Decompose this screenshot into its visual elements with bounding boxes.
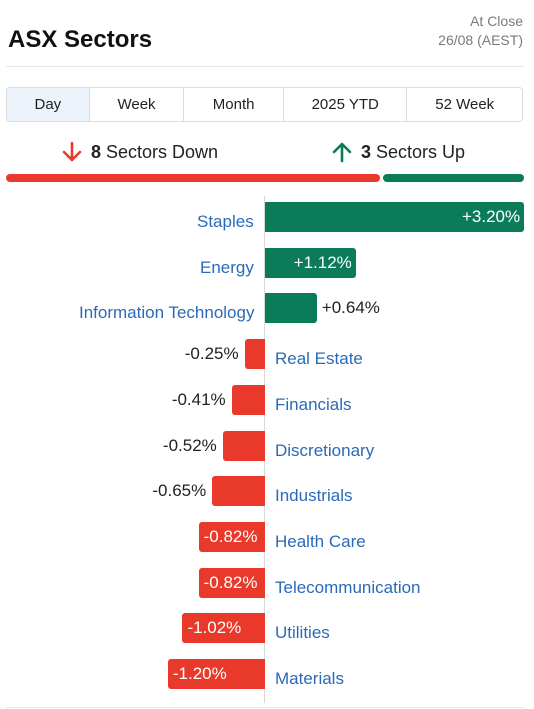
arrow-up-icon — [332, 141, 352, 163]
period-tabs: Day Week Month 2025 YTD 52 Week — [6, 87, 523, 122]
bar — [265, 247, 356, 278]
bar — [244, 339, 265, 370]
tab-week[interactable]: Week — [89, 88, 185, 121]
bar — [231, 384, 265, 415]
sector-link[interactable]: Industrials — [275, 486, 353, 506]
value-label: -0.25% — [184, 344, 239, 364]
sector-link[interactable]: Utilities — [275, 623, 330, 643]
market-status: At Close 26/08 (AEST) — [438, 12, 523, 50]
value-label: +1.12% — [293, 252, 352, 272]
sectors-down-label: Sectors Down — [106, 141, 219, 162]
header-divider — [6, 66, 524, 67]
sectors-down-count: 8 — [91, 141, 102, 162]
sectors-up-count: 3 — [361, 141, 372, 162]
status-date: 26/08 (AEST) — [438, 32, 523, 48]
value-label: -0.82% — [203, 526, 258, 546]
sector-link[interactable]: Information Technology — [79, 303, 255, 323]
status-line-1: At Close — [470, 13, 523, 29]
value-label: -1.02% — [187, 618, 242, 638]
sector-link[interactable]: Discretionary — [275, 440, 375, 460]
bar — [212, 476, 265, 507]
tab-ytd[interactable]: 2025 YTD — [283, 88, 408, 121]
sectors-up-summary: 3 Sectors Up — [332, 141, 465, 163]
footer-divider — [6, 707, 524, 708]
ratio-bar-down — [6, 174, 380, 182]
bar — [182, 613, 265, 644]
value-label: -0.65% — [152, 481, 207, 501]
bar — [198, 567, 265, 598]
value-label: +3.20% — [462, 207, 521, 226]
value-label: -1.20% — [172, 664, 227, 683]
sector-link[interactable]: Staples — [197, 212, 254, 231]
tab-day[interactable]: Day — [7, 88, 90, 121]
sectors-down-summary: 8 Sectors Down — [62, 141, 218, 163]
value-label: -0.41% — [171, 389, 226, 409]
bar — [222, 430, 265, 461]
sector-link[interactable]: Energy — [200, 257, 254, 277]
sector-link[interactable]: Telecommunication — [275, 577, 421, 597]
bar — [167, 659, 265, 689]
sector-link[interactable]: Real Estate — [275, 349, 363, 369]
sector-link[interactable]: Health Care — [275, 531, 366, 551]
arrow-down-icon — [62, 141, 82, 163]
tab-52-week[interactable]: 52 Week — [407, 88, 522, 121]
value-label: -0.82% — [203, 572, 258, 592]
bar — [265, 202, 524, 232]
value-label: +0.64% — [321, 298, 380, 318]
tab-month[interactable]: Month — [184, 88, 284, 121]
sector-link[interactable]: Materials — [275, 669, 344, 688]
page-title: ASX Sectors — [8, 26, 153, 53]
bar — [265, 293, 317, 324]
value-label: -0.52% — [162, 435, 217, 455]
ratio-bar-up — [383, 174, 524, 182]
sector-link[interactable]: Financials — [275, 394, 352, 414]
bar — [198, 521, 265, 552]
sectors-up-label: Sectors Up — [376, 141, 466, 162]
